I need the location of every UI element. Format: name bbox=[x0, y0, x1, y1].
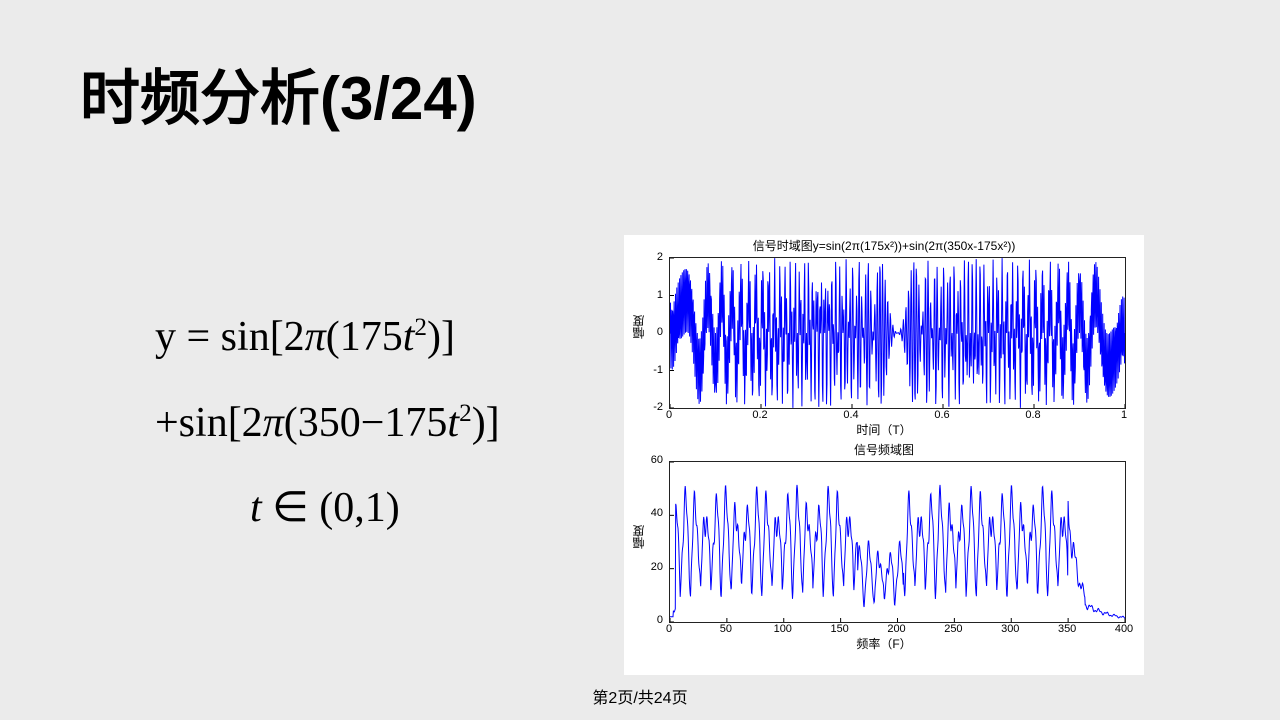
formula-block: y = sin[2π(175t2)] +sin[2π(350−175t2)] t… bbox=[155, 300, 500, 547]
top-xlabel: 时间（T） bbox=[624, 421, 1144, 438]
bottom-xlabel: 频率（F） bbox=[624, 635, 1144, 652]
top-ylabel: 幅度 bbox=[630, 315, 647, 339]
formula-line-2: +sin[2π(350−175t2)] bbox=[155, 386, 500, 462]
slide-title: 时频分析(3/24) bbox=[80, 50, 477, 137]
chart-panel: 信号时域图y=sin(2π(175x²))+sin(2π(350x-175x²)… bbox=[624, 235, 1144, 675]
bottom-chart bbox=[669, 461, 1126, 623]
formula-line-1: y = sin[2π(175t2)] bbox=[155, 300, 500, 376]
bottom-chart-title: 信号频域图 bbox=[624, 441, 1144, 458]
top-chart-svg bbox=[670, 258, 1125, 408]
top-chart-title: 信号时域图y=sin(2π(175x²))+sin(2π(350x-175x²)… bbox=[624, 237, 1144, 254]
bottom-ylabel: 幅度 bbox=[630, 525, 647, 549]
page-footer: 第2页/共24页 bbox=[0, 684, 1280, 708]
top-chart bbox=[669, 257, 1126, 409]
formula-line-3: t ∈ (0,1) bbox=[155, 471, 500, 547]
bottom-chart-svg bbox=[670, 462, 1125, 622]
slide: 时频分析(3/24) y = sin[2π(175t2)] +sin[2π(35… bbox=[0, 0, 1280, 720]
